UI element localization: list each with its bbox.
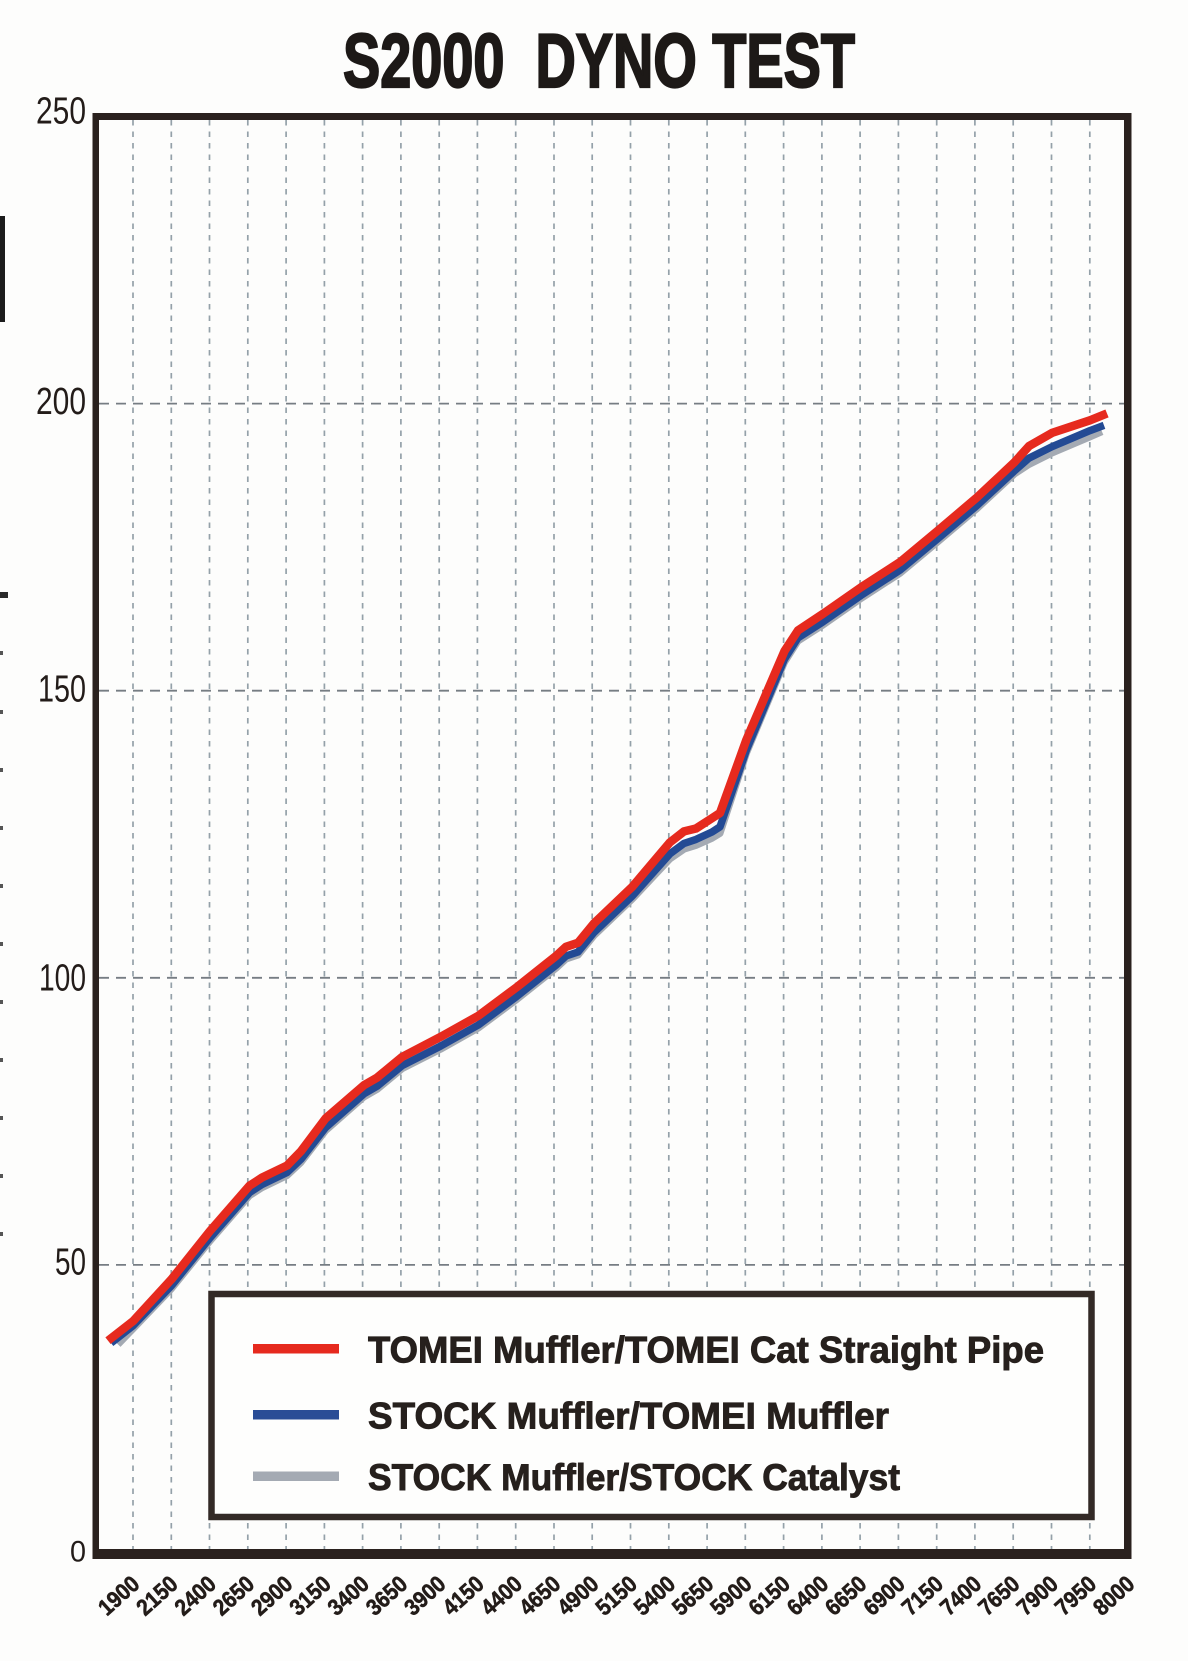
svg-text:200: 200 (36, 381, 86, 423)
svg-text:250: 250 (36, 91, 86, 133)
svg-text:S2000 DYNO TEST: S2000 DYNO TEST (343, 19, 855, 104)
svg-text:150: 150 (38, 669, 86, 711)
svg-text:STOCK Muffler/TOMEI Muffler: STOCK Muffler/TOMEI Muffler (368, 1395, 889, 1436)
svg-text:0: 0 (70, 1535, 86, 1568)
svg-text:100: 100 (39, 958, 86, 1000)
svg-text:STOCK Muffler/STOCK Catalyst: STOCK Muffler/STOCK Catalyst (368, 1457, 900, 1498)
svg-text:50: 50 (55, 1242, 86, 1284)
svg-text:TOMEI Muffler/TOMEI Cat Straig: TOMEI Muffler/TOMEI Cat Straight Pipe (368, 1329, 1044, 1370)
